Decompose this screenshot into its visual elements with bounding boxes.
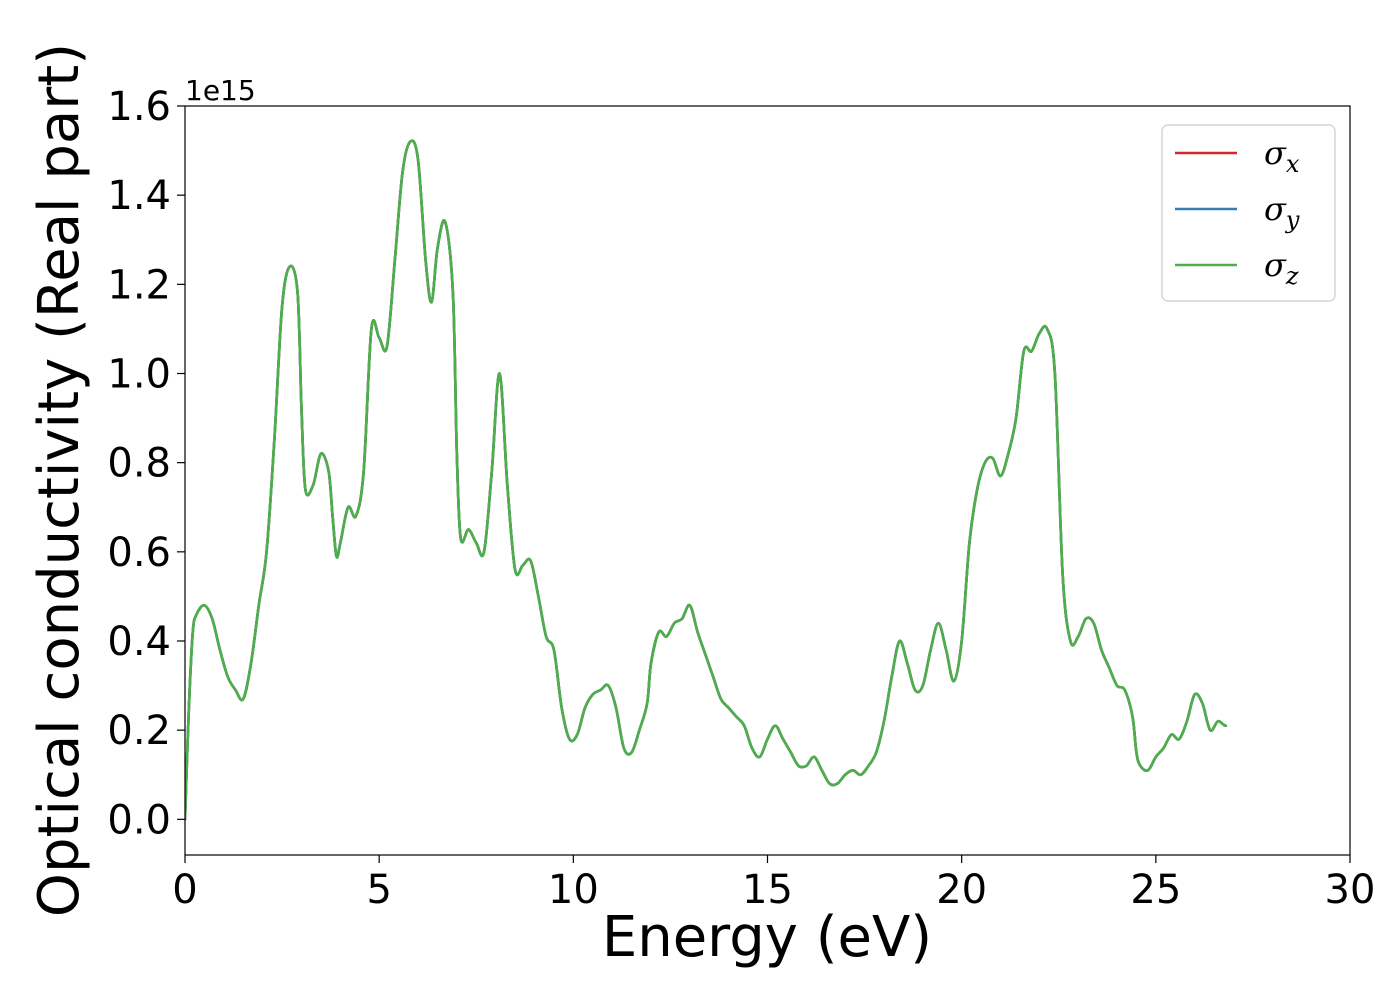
y-tick-label: 1.6 [107, 84, 171, 130]
y-tick-label: 1.0 [107, 352, 171, 398]
y-tick-label: 1.4 [107, 173, 171, 219]
y-axis-ticks: 0.0 0.2 0.4 0.6 0.8 1.0 1.2 1.4 1.6 [107, 84, 185, 843]
x-tick-label: 25 [1130, 867, 1181, 913]
y-tick-label: 0.0 [107, 797, 171, 843]
series-line-sigma-z [185, 139, 1228, 821]
x-tick-label: 0 [172, 867, 197, 913]
legend-label-sigma-x: σx [1264, 134, 1300, 178]
y-tick-label: 0.2 [107, 708, 171, 754]
x-tick-label: 5 [366, 867, 391, 913]
legend-subscript: x [1286, 150, 1300, 178]
y-tick-label: 0.6 [107, 530, 171, 576]
x-tick-label: 10 [548, 867, 599, 913]
y-axis-label: Optical conductivity (Real part) [27, 43, 92, 917]
y-tick-label: 0.8 [107, 441, 171, 487]
x-axis-label: Energy (eV) [602, 905, 932, 970]
series-layer [185, 139, 1228, 821]
legend-box [1161, 124, 1336, 302]
x-axis-ticks: 0 5 10 15 20 25 30 [172, 855, 1375, 913]
legend-subscript: y [1285, 206, 1300, 234]
x-tick-label: 20 [936, 867, 987, 913]
x-tick-label: 30 [1325, 867, 1376, 913]
y-tick-label: 0.4 [107, 619, 171, 665]
x-tick-label: 15 [742, 867, 793, 913]
legend-symbol: σ [1264, 246, 1287, 284]
y-axis-offset-label: 1e15 [185, 74, 256, 107]
legend-symbol: σ [1264, 190, 1287, 228]
legend-subscript: z [1285, 262, 1299, 290]
legend-symbol: σ [1264, 134, 1287, 172]
legend-label-sigma-z: σz [1264, 246, 1299, 290]
y-tick-label: 1.2 [107, 262, 171, 308]
legend-label-sigma-y: σy [1264, 190, 1300, 234]
